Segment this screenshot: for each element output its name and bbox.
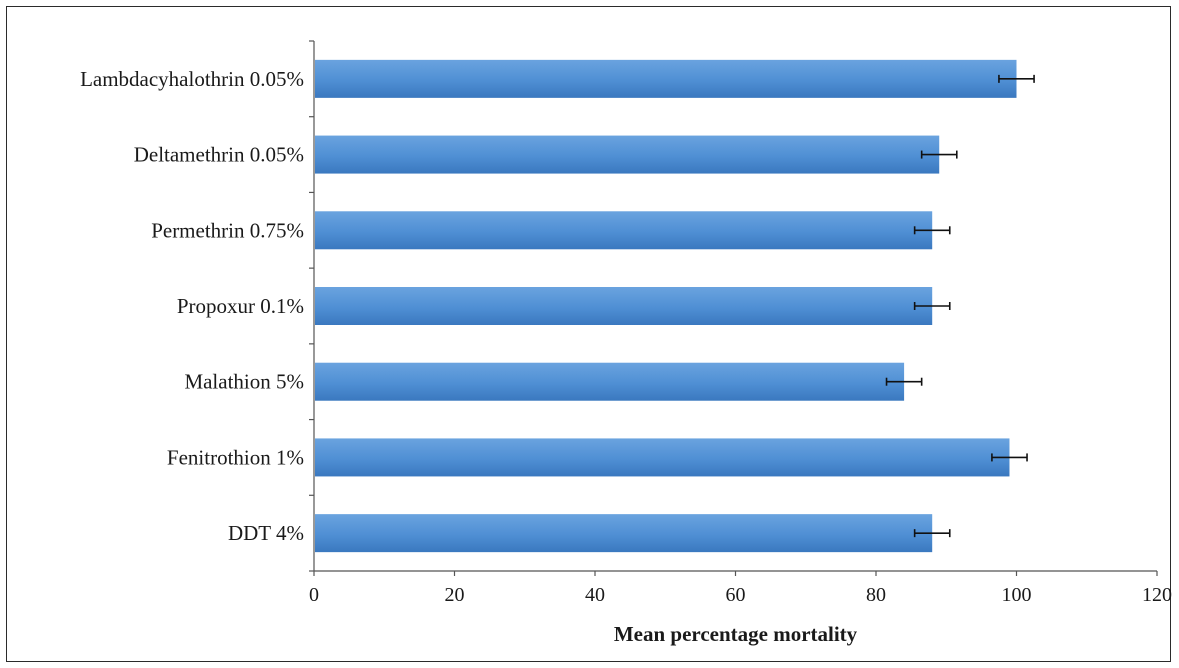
bar	[315, 438, 1010, 477]
x-tick-label: 100	[1002, 584, 1032, 606]
category-label: DDT 4%	[228, 521, 304, 545]
error-bars-layer	[885, 74, 1035, 538]
category-label: Permethrin 0.75%	[151, 218, 304, 242]
category-label: Propoxur 0.1%	[177, 294, 304, 318]
axes-layer	[309, 40, 1158, 576]
bar-chart: Lambdacyhalothrin 0.05% Deltamethrin 0.05…	[80, 40, 1172, 646]
chart-frame: Lambdacyhalothrin 0.05% Deltamethrin 0.05…	[6, 6, 1172, 662]
bar	[315, 135, 940, 174]
x-tick-label: 120	[1142, 584, 1172, 606]
bar	[315, 514, 933, 553]
x-tick-label: 80	[866, 584, 886, 606]
category-label: Fenitrothion 1%	[167, 445, 304, 469]
bar	[315, 362, 905, 401]
bar	[315, 211, 933, 250]
category-label: Lambdacyhalothrin 0.05%	[80, 67, 304, 91]
x-tick-label: 0	[309, 584, 319, 606]
x-tick-label: 20	[445, 584, 465, 606]
category-label: Deltamethrin 0.05%	[134, 143, 304, 167]
category-labels: Lambdacyhalothrin 0.05% Deltamethrin 0.05…	[80, 67, 304, 545]
category-label: Malathion 5%	[184, 370, 304, 394]
bar	[315, 287, 933, 325]
x-tick-labels: 0 20 40 60 80 100 120	[309, 584, 1172, 606]
x-axis-title: Mean percentage mortality	[614, 622, 858, 646]
bars-layer	[315, 59, 1017, 553]
x-tick-label: 40	[585, 584, 605, 606]
x-tick-label: 60	[726, 584, 746, 606]
bar	[315, 59, 1017, 98]
